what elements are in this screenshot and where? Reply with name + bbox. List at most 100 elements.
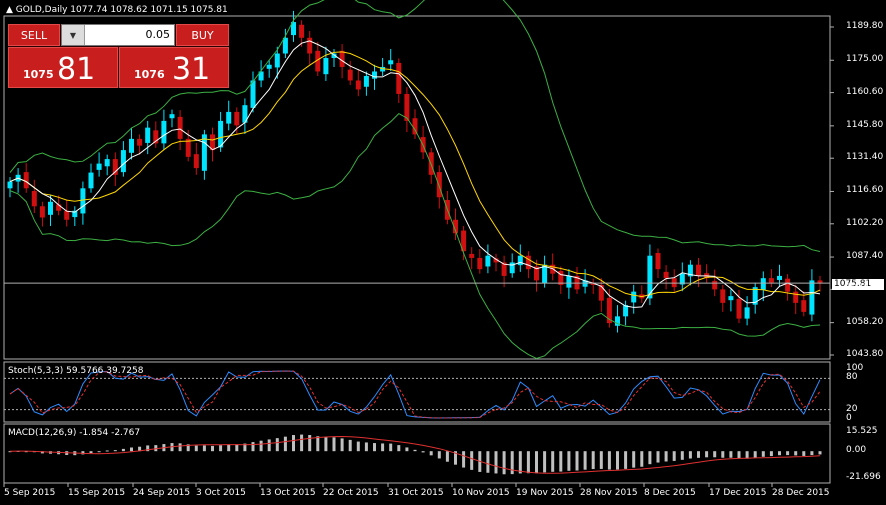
macd-bar — [567, 451, 571, 471]
price-tick-label: 1145.80 — [846, 119, 884, 130]
sell-button[interactable]: SELL — [8, 24, 60, 46]
macd-histogram — [8, 434, 822, 475]
candle-body — [461, 230, 467, 252]
candle-body — [120, 150, 126, 173]
candle-body — [517, 255, 523, 266]
macd-bar — [802, 451, 806, 456]
candle-body — [56, 204, 62, 211]
candle-body — [201, 134, 207, 171]
macd-bar — [737, 451, 741, 459]
candle-body — [525, 255, 531, 270]
macd-bar — [405, 447, 409, 452]
macd-bar — [697, 451, 700, 458]
candle-body — [363, 75, 369, 87]
macd-bar — [575, 451, 579, 471]
candle-body — [623, 305, 629, 317]
candle-body — [736, 298, 742, 319]
stoch-level-label: 0 — [846, 413, 852, 423]
macd-bar — [583, 451, 587, 470]
candle-body — [647, 255, 653, 299]
macd-bar — [599, 451, 603, 469]
candle-body — [169, 114, 175, 119]
candle-body — [485, 255, 491, 267]
price-tick-label: 1043.80 — [846, 349, 884, 359]
macd-bar — [753, 451, 757, 458]
ma-fast-line — [9, 40, 821, 308]
candle-body — [242, 105, 248, 123]
candle-body — [307, 37, 313, 54]
candle-body — [679, 273, 685, 285]
candle-body — [372, 71, 377, 79]
candle-body — [744, 307, 750, 319]
candle-body — [185, 138, 191, 157]
candle-body — [7, 181, 13, 189]
date-tick-label: 17 Dec 2015 — [709, 488, 767, 498]
candle-body — [137, 138, 143, 146]
lot-dropdown-icon[interactable]: ▼ — [62, 25, 85, 45]
macd-level-label: 15.525 — [846, 426, 878, 436]
macd-bar — [340, 438, 344, 452]
macd-bar — [721, 451, 725, 458]
macd-bar — [648, 451, 652, 465]
candle-body — [477, 257, 483, 270]
buy-button[interactable]: BUY — [176, 24, 229, 46]
macd-bar — [235, 444, 239, 452]
macd-bar — [194, 445, 198, 452]
macd-bar — [186, 444, 190, 452]
macd-panel-frame — [3, 423, 831, 484]
macd-bar — [462, 451, 466, 468]
candle-body — [453, 219, 458, 234]
macd-bar — [421, 451, 425, 453]
candle-body — [250, 80, 256, 108]
macd-bar — [130, 447, 133, 452]
candle-body — [436, 172, 442, 198]
macd-bar — [267, 439, 271, 452]
macd-bar — [81, 451, 85, 455]
one-click-trading-panel: SELL ▼ 0.05 BUY 1075 81 1076 31 — [8, 24, 229, 88]
macd-bar — [632, 451, 636, 468]
macd-bar — [502, 451, 506, 475]
macd-bar — [283, 436, 287, 452]
date-tick-label: 10 Nov 2015 — [452, 488, 510, 498]
candle-body — [768, 278, 774, 283]
lot-size-value[interactable]: 0.05 — [145, 28, 171, 41]
sell-price-button[interactable]: 1075 81 — [8, 47, 118, 88]
price-tick-label: 1131.40 — [846, 152, 884, 163]
macd-bar — [332, 437, 336, 452]
macd-bar — [518, 451, 522, 474]
candle-body — [258, 71, 264, 81]
macd-signal-line — [9, 435, 821, 474]
price-tick-label: 1102.20 — [846, 217, 884, 228]
collapse-triangle-icon[interactable]: ▲ — [6, 5, 13, 15]
lot-size-field[interactable]: ▼ 0.05 — [61, 24, 175, 46]
stoch-panel-frame — [3, 361, 831, 423]
macd-bar — [89, 451, 93, 454]
candle-body — [801, 300, 807, 312]
candle-body — [785, 278, 791, 292]
macd-bar — [219, 445, 223, 452]
macd-bar — [551, 451, 555, 472]
macd-bar — [389, 443, 393, 452]
buy-price-prefix: 1076 — [134, 68, 165, 81]
macd-bar — [535, 451, 538, 474]
macd-bar — [8, 451, 12, 453]
macd-bar — [292, 435, 295, 452]
macd-bar — [381, 443, 385, 452]
macd-bar — [470, 451, 474, 470]
candle-body — [274, 53, 280, 68]
candle-body — [315, 50, 321, 72]
macd-bar — [454, 451, 457, 465]
buy-price-button[interactable]: 1076 31 — [119, 47, 229, 88]
bollinger-lower — [9, 112, 821, 360]
stochastic-label: Stoch(5,3,3) 59.5766 39.7258 — [8, 366, 144, 376]
candle-body — [23, 172, 29, 189]
macd-bar — [316, 436, 320, 452]
price-tick-label: 1175.00 — [846, 54, 884, 65]
date-tick-label: 22 Oct 2015 — [323, 488, 379, 498]
macd-bar — [202, 445, 206, 452]
candle-body — [615, 316, 620, 326]
candle-body — [299, 24, 305, 38]
macd-bar — [794, 451, 798, 456]
macd-bar — [486, 451, 490, 473]
